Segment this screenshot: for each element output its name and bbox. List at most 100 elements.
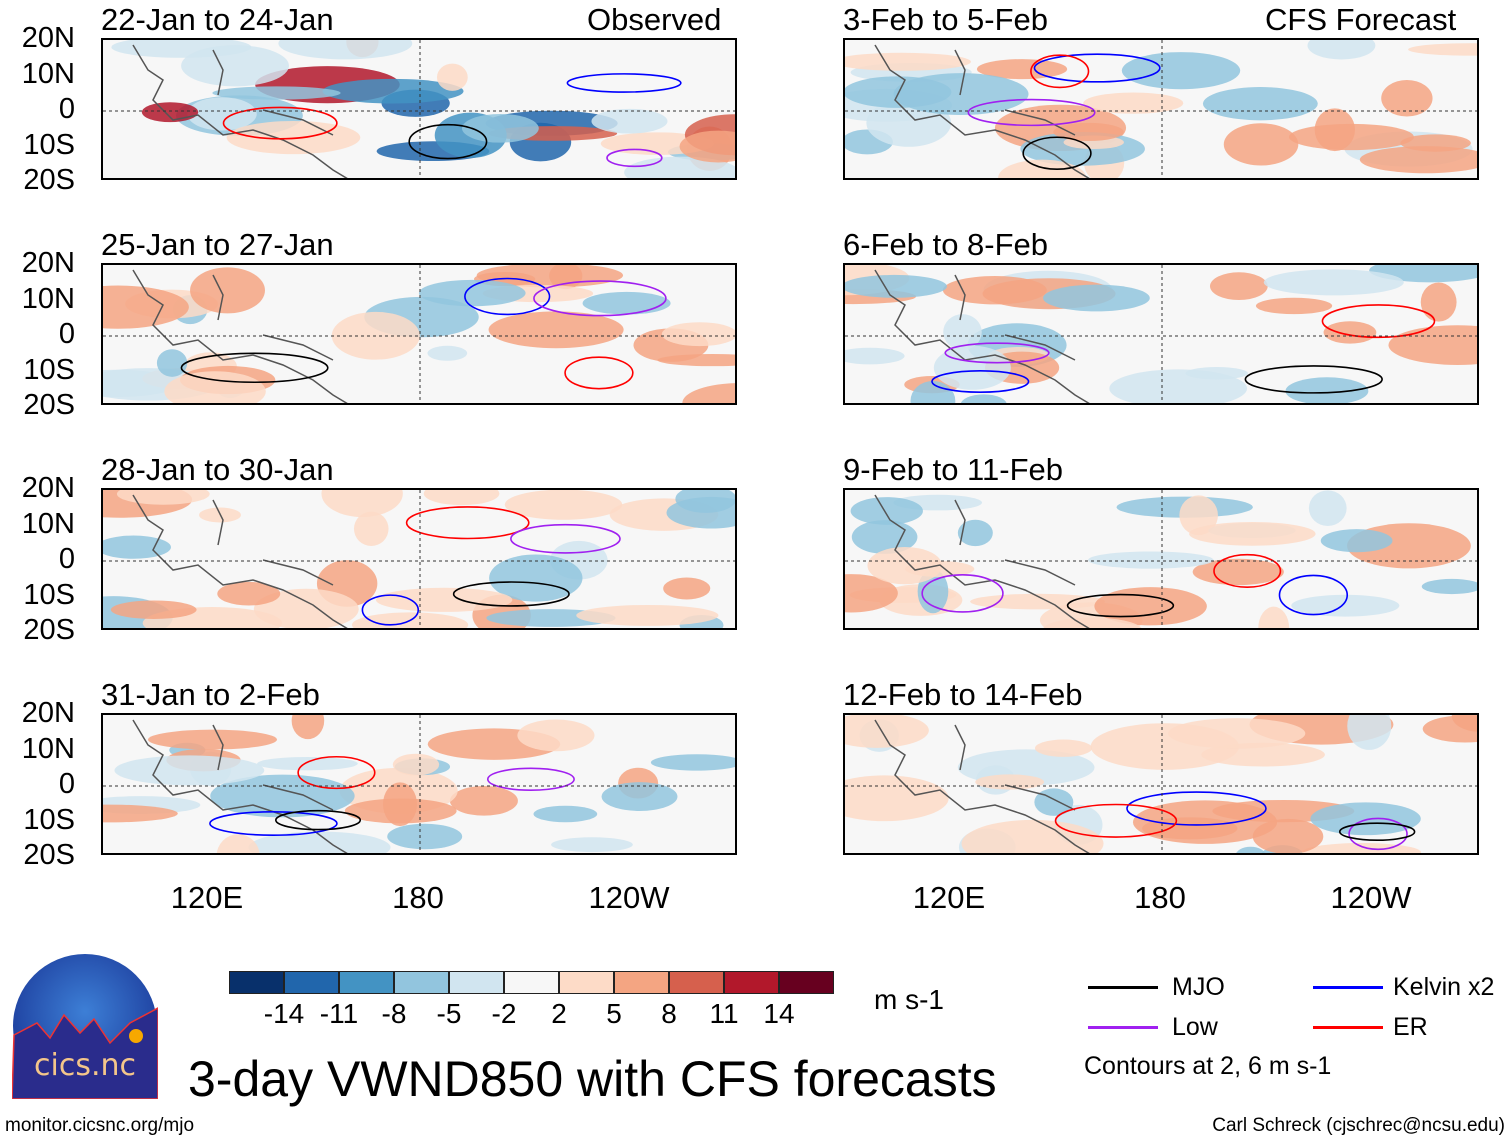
anomaly-shading <box>1189 521 1316 546</box>
legend-line-mjo <box>1088 986 1158 989</box>
anomaly-shading <box>845 347 905 365</box>
colorbar-swatch <box>229 971 284 994</box>
lat-tick-label: 20S <box>23 839 75 871</box>
anomaly-shading <box>1347 715 1392 750</box>
anomaly-shading <box>216 834 260 853</box>
anomaly-shading <box>1255 297 1333 315</box>
anomaly-shading <box>601 782 678 811</box>
observed-label: Observed <box>587 2 722 37</box>
anomaly-shading <box>1422 715 1477 743</box>
anomaly-shading <box>942 275 1047 305</box>
colorbar-label: 11 <box>709 998 739 1029</box>
anomaly-shading <box>114 755 265 786</box>
low-contour <box>944 342 1050 364</box>
map-panel <box>843 263 1479 405</box>
anomaly-shading <box>103 535 171 559</box>
colorbar-swatch <box>779 971 834 994</box>
er-contour <box>405 506 530 540</box>
anomaly-shading <box>226 120 361 155</box>
anomaly-shading <box>156 349 188 377</box>
lat-tick-label: 10N <box>21 732 75 765</box>
anomaly-shading <box>1202 87 1318 121</box>
anomaly-shading <box>141 102 199 123</box>
anomaly-shading <box>147 729 277 750</box>
legend-label-kelvin: Kelvin x2 <box>1393 973 1495 1001</box>
lon-tick-label: 180 <box>1134 880 1186 915</box>
anomaly-shading <box>1288 123 1414 151</box>
legend-line-kelvin <box>1313 986 1383 989</box>
anomaly-shading <box>582 291 671 315</box>
colorbar-swatch <box>449 971 504 994</box>
anomaly-shading <box>436 63 468 91</box>
kelvin-contour <box>566 73 682 93</box>
lat-tick-label: 0 <box>58 93 75 125</box>
colorbar-label: -5 <box>436 998 462 1029</box>
anomaly-shading <box>504 490 623 520</box>
anomaly-shading <box>517 719 595 752</box>
colorbar-swatch <box>504 971 559 994</box>
er-contour <box>564 356 634 390</box>
lat-tick-label: 20N <box>21 247 75 279</box>
lat-tick-label: 20N <box>21 697 75 729</box>
anomaly-shading <box>1263 269 1404 296</box>
er-contour <box>297 755 376 790</box>
footer-url[interactable]: monitor.cicsnc.org/mjo <box>5 1115 195 1136</box>
contour-note: Contours at 2, 6 m s-1 <box>1084 1052 1332 1080</box>
anomaly-shading <box>679 130 735 163</box>
mjo-contour <box>180 352 329 384</box>
lat-tick-label: 10N <box>21 282 75 315</box>
lat-tick-label: 20N <box>21 22 75 54</box>
coastline <box>132 494 348 628</box>
map-panel <box>843 713 1479 855</box>
anomaly-shading <box>212 86 341 100</box>
colorbar-label: -8 <box>381 998 407 1029</box>
anomaly-shading <box>217 581 281 606</box>
colorbar-label: -2 <box>491 998 517 1029</box>
low-contour <box>967 98 1096 127</box>
anomaly-shading <box>682 383 735 403</box>
lon-tick-label: 120W <box>1330 880 1412 915</box>
map-panel <box>101 488 737 630</box>
anomaly-shading <box>533 805 598 823</box>
legend-label-er: ER <box>1393 1013 1428 1041</box>
kelvin-contour <box>1126 791 1267 826</box>
forecast-label: CFS Forecast <box>1265 2 1457 37</box>
mjo-contour <box>1022 136 1092 171</box>
colorbar-label: 5 <box>606 998 622 1029</box>
anomaly-shading <box>975 774 1045 790</box>
anomaly-shading <box>1083 92 1184 114</box>
anomaly-shading <box>661 322 735 347</box>
anomaly-shading <box>867 546 943 585</box>
anomaly-shading <box>675 490 735 513</box>
colorbar-swatch <box>394 971 449 994</box>
anomaly-shading <box>1291 594 1400 617</box>
anomaly-shading <box>1381 79 1433 117</box>
legend-line-low <box>1088 1026 1158 1029</box>
coastline <box>132 44 348 178</box>
er-contour <box>1213 553 1282 588</box>
anomaly-shading <box>1043 617 1142 628</box>
anomaly-shading <box>1258 606 1290 628</box>
anomaly-shading <box>943 314 982 350</box>
anomaly-shading <box>650 754 735 771</box>
anomaly-shading <box>103 285 189 329</box>
legend-label-low: Low <box>1172 1013 1218 1041</box>
low-contour <box>510 523 621 554</box>
anomaly-shading <box>1320 529 1393 553</box>
anomaly-shading <box>957 519 993 547</box>
anomaly-shading <box>1308 490 1347 527</box>
anomaly-shading <box>551 837 633 853</box>
colorbar-units: m s-1 <box>874 984 944 1015</box>
anomaly-shading <box>851 520 918 554</box>
anomaly-shading <box>248 831 391 853</box>
anomaly-shading <box>489 554 583 602</box>
coastline <box>874 269 1090 403</box>
mjo-contour <box>408 123 488 160</box>
map-panel <box>101 263 737 405</box>
anomaly-shading <box>375 587 513 612</box>
anomaly-shading <box>1359 146 1477 174</box>
map-panel <box>101 713 737 855</box>
lon-tick-label: 180 <box>392 880 444 915</box>
anomaly-shading <box>1179 495 1218 536</box>
low-contour <box>1348 817 1408 851</box>
